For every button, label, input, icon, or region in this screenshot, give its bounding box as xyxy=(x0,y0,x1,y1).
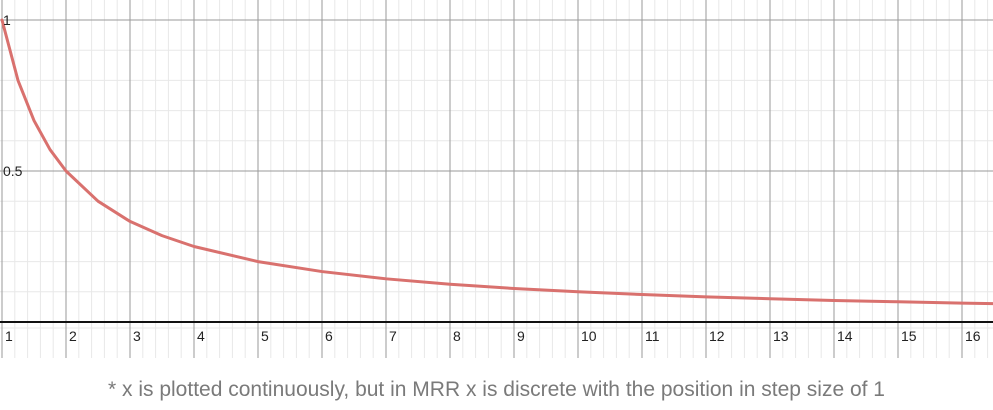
x-tick-label: 5 xyxy=(261,328,269,344)
y-tick-labels: 0.51 xyxy=(3,12,23,179)
x-tick-label: 6 xyxy=(325,328,333,344)
y-tick-label: 0.5 xyxy=(3,163,23,179)
x-tick-label: 15 xyxy=(901,328,917,344)
series-layer xyxy=(0,18,993,306)
major-grid xyxy=(0,0,993,358)
x-tick-label: 9 xyxy=(517,328,525,344)
chart-plot: 1 2 3 4 5 6 7 8 9 10 11 12 13 14 15 16 0.51 xyxy=(0,0,993,358)
x-tick-label: 7 xyxy=(389,328,397,344)
x-tick-label: 12 xyxy=(709,328,725,344)
x-tick-label: 1 xyxy=(5,328,13,344)
series-line xyxy=(0,18,993,306)
x-tick-label: 10 xyxy=(581,328,597,344)
x-tick-labels: 1 2 3 4 5 6 7 8 9 10 11 12 13 14 15 16 xyxy=(5,328,981,344)
x-tick-label: 14 xyxy=(837,328,853,344)
x-tick-label: 3 xyxy=(133,328,141,344)
x-tick-label: 16 xyxy=(965,328,981,344)
x-tick-label: 4 xyxy=(197,328,205,344)
minor-grid xyxy=(0,0,993,358)
x-tick-label: 11 xyxy=(645,328,660,344)
x-tick-label: 13 xyxy=(773,328,789,344)
y-tick-label: 1 xyxy=(3,12,11,28)
x-tick-label: 2 xyxy=(69,328,77,344)
x-tick-label: 8 xyxy=(453,328,461,344)
chart-caption: * x is plotted continuously, but in MRR … xyxy=(108,378,885,401)
